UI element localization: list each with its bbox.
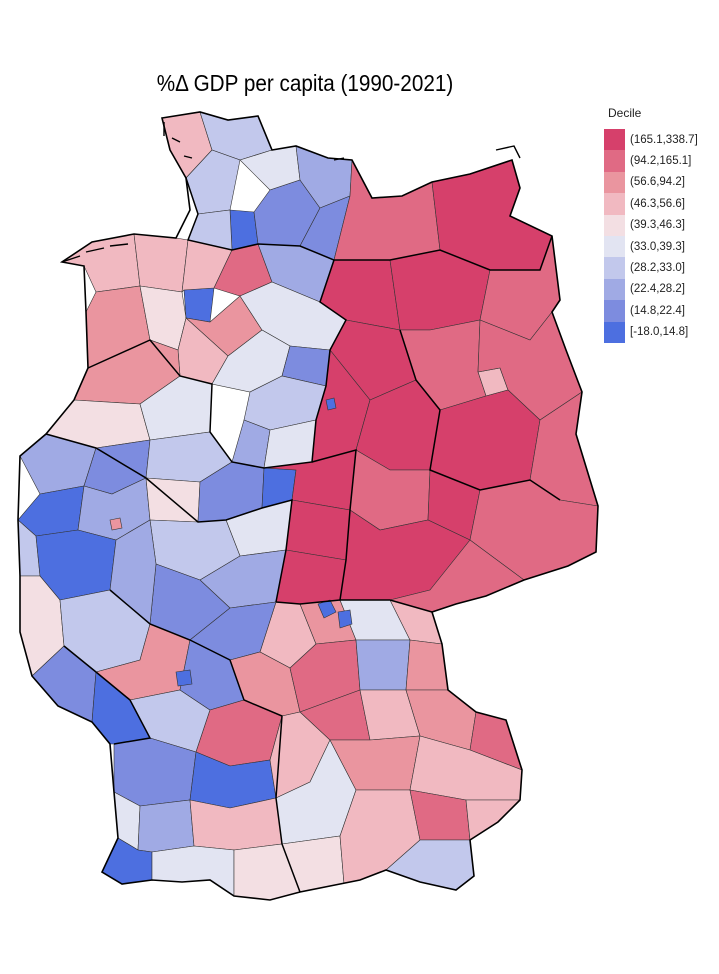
state-border-east — [334, 235, 553, 271]
legend-label: (46.3,56.6] — [630, 197, 685, 210]
state-border-west — [45, 433, 293, 603]
region-ni-2 — [133, 233, 189, 293]
germany-outline — [17, 111, 599, 901]
legend-item: (94.2,165.1] — [604, 150, 698, 172]
legend-swatch — [604, 321, 625, 343]
region-by-8 — [355, 639, 411, 691]
island-frisian-east — [61, 243, 129, 263]
legend-label: (22.4,28.2] — [630, 283, 685, 296]
region-by-22 — [465, 799, 521, 841]
legend-item: (46.3,56.6] — [604, 193, 698, 215]
region-bw-4 — [113, 737, 197, 807]
legend-title: Decile — [608, 106, 642, 120]
city-district-4 — [325, 397, 337, 411]
legend-label: (165.1,338.7] — [630, 133, 698, 146]
state-border-th-by — [275, 599, 341, 605]
legend-swatch — [604, 150, 625, 172]
island-fehmarn — [333, 157, 345, 161]
legend-item: [-18.0,14.8] — [604, 321, 698, 343]
legend-label: (39.3,46.3] — [630, 219, 685, 232]
state-border-south — [109, 589, 301, 893]
region-rp-2 — [109, 519, 157, 625]
legend-label: (33.0,39.3] — [630, 240, 685, 253]
legend-item: (165.1,338.7] — [604, 129, 698, 151]
city-district-2 — [337, 609, 353, 629]
state-border-center — [311, 448, 433, 613]
legend-swatch — [604, 300, 625, 322]
region-th-3 — [275, 549, 347, 605]
legend-item: (56.6,94.2] — [604, 171, 698, 194]
city-district-3 — [175, 669, 193, 687]
legend-swatch — [604, 235, 625, 258]
island-ruegen — [495, 145, 521, 159]
legend-swatch — [604, 278, 625, 301]
region-th-2 — [285, 499, 351, 561]
legend-item: (39.3,46.3] — [604, 214, 698, 236]
legend-item: (28.2,33.0] — [604, 257, 698, 279]
state-border-berlin — [399, 329, 561, 501]
city-district-5 — [109, 517, 123, 531]
legend-label: (28.2,33.0] — [630, 262, 685, 275]
state-border-north — [87, 177, 347, 469]
legend-label: [-18.0,14.8] — [630, 326, 689, 339]
legend-swatch — [604, 129, 625, 151]
region-bw-7 — [137, 799, 195, 853]
legend-swatch — [604, 171, 625, 194]
legend-label: (56.6,94.2] — [630, 176, 685, 189]
legend-swatch — [604, 193, 625, 215]
region-sh-5 — [229, 209, 259, 251]
state-border-rp-bw — [63, 645, 152, 745]
legend-swatch — [604, 257, 625, 279]
legend-label: (94.2,165.1] — [630, 155, 692, 168]
legend-label: (14.8,22.4] — [630, 304, 685, 317]
legend-items: (165.1,338.7] (94.2,165.1] (56.6,94.2] (46.… — [604, 129, 698, 343]
legend-swatch — [604, 214, 625, 236]
region-ni-3 — [183, 287, 215, 323]
legend-item: (22.4,28.2] — [604, 278, 698, 301]
legend-item: (33.0,39.3] — [604, 235, 698, 258]
legend-item: (14.8,22.4] — [604, 300, 698, 322]
region-ni-1 — [61, 233, 141, 293]
map-title: %Δ GDP per capita (1990-2021) — [156, 70, 454, 96]
island-north-frisian — [163, 122, 193, 159]
legend: Decile (165.1,338.7] (94.2,165.1] (56.6,94… — [604, 106, 698, 343]
